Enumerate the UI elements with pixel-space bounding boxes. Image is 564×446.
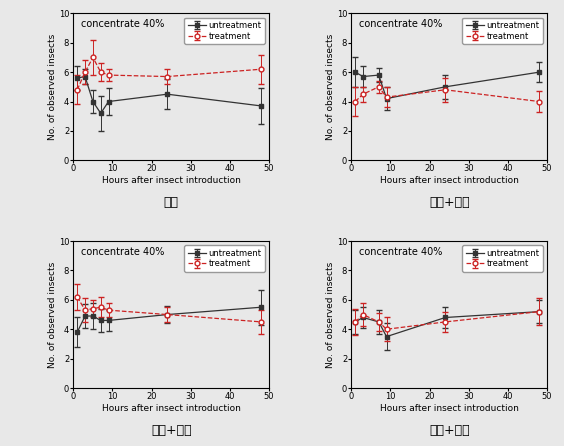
Legend: untreatment, treatment: untreatment, treatment xyxy=(184,17,265,44)
Text: 오매: 오매 xyxy=(164,196,179,209)
Legend: untreatment, treatment: untreatment, treatment xyxy=(462,245,543,272)
Y-axis label: No. of observed insects: No. of observed insects xyxy=(49,34,58,140)
Text: concentrate 40%: concentrate 40% xyxy=(359,19,443,29)
Text: 오매+계피: 오매+계피 xyxy=(151,424,192,437)
Y-axis label: No. of observed insects: No. of observed insects xyxy=(49,261,58,368)
X-axis label: Hours after insect introduction: Hours after insect introduction xyxy=(380,176,519,185)
Text: 오매+치자: 오매+치자 xyxy=(429,196,469,209)
X-axis label: Hours after insect introduction: Hours after insect introduction xyxy=(102,176,241,185)
Text: concentrate 40%: concentrate 40% xyxy=(81,247,165,257)
Y-axis label: No. of observed insects: No. of observed insects xyxy=(326,261,335,368)
Legend: untreatment, treatment: untreatment, treatment xyxy=(462,17,543,44)
Y-axis label: No. of observed insects: No. of observed insects xyxy=(326,34,335,140)
Legend: untreatment, treatment: untreatment, treatment xyxy=(184,245,265,272)
X-axis label: Hours after insect introduction: Hours after insect introduction xyxy=(380,404,519,413)
Text: concentrate 40%: concentrate 40% xyxy=(359,247,443,257)
Text: concentrate 40%: concentrate 40% xyxy=(81,19,165,29)
X-axis label: Hours after insect introduction: Hours after insect introduction xyxy=(102,404,241,413)
Text: 오매+감초: 오매+감초 xyxy=(429,424,469,437)
